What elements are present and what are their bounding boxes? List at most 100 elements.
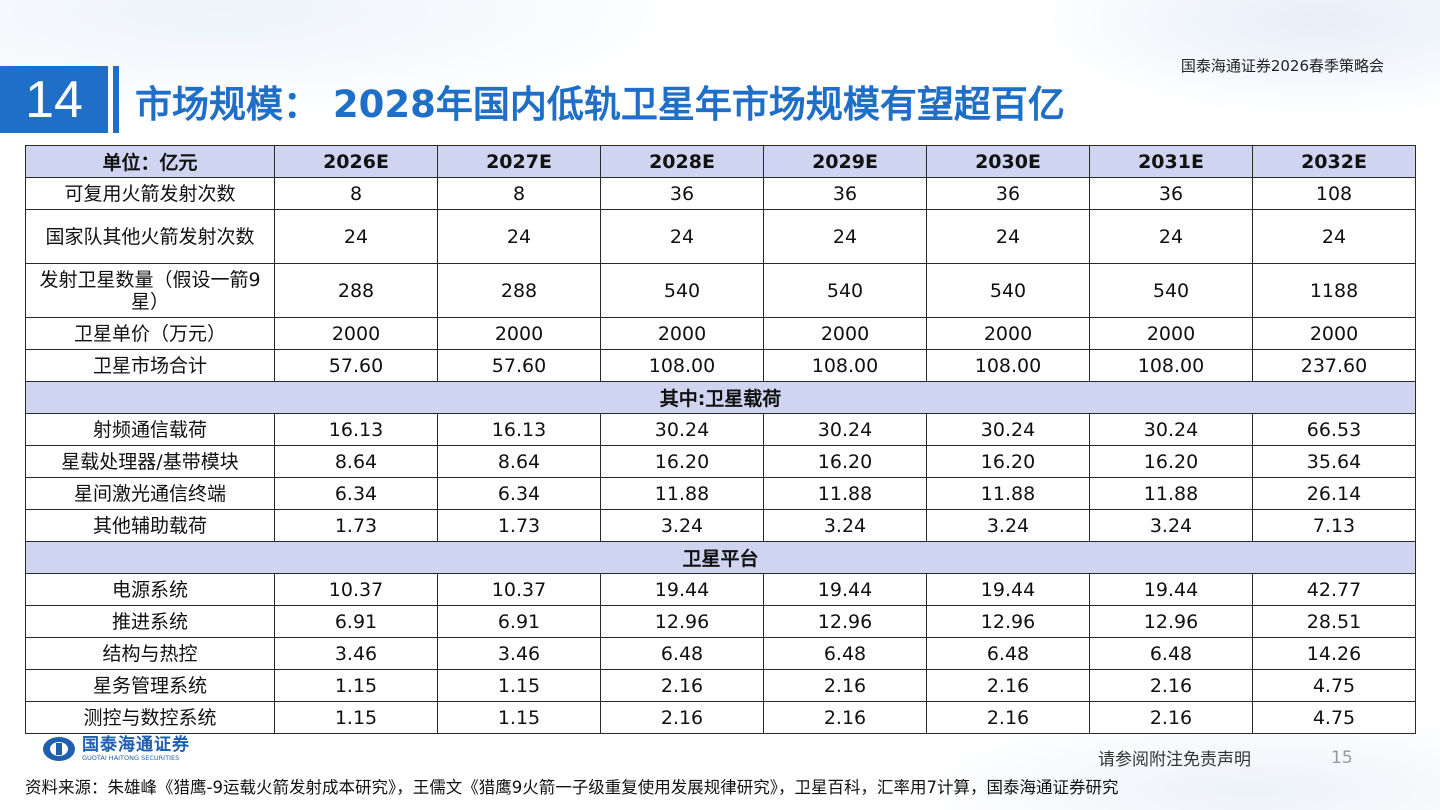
table-cell: 2000 [763, 317, 927, 350]
table-cell: 6.91 [274, 605, 438, 638]
table-cell: 16.20 [926, 445, 1090, 478]
row-label: 发射卫星数量（假设一箭9星） [25, 263, 275, 318]
table-cell: 19.44 [763, 573, 927, 606]
row-label: 射频通信载荷 [25, 413, 275, 446]
table-cell: 11.88 [600, 477, 764, 510]
table-cell: 3.24 [1089, 509, 1253, 542]
column-header: 2031E [1089, 145, 1253, 178]
table-cell: 11.88 [926, 477, 1090, 510]
table-row: 结构与热控 3.46 3.46 6.48 6.48 6.48 6.48 14.26 [25, 637, 1416, 670]
logo-chinese-name: 国泰海通证券 [82, 735, 190, 755]
table-cell: 2000 [1089, 317, 1253, 350]
row-label: 卫星市场合计 [25, 349, 275, 382]
event-name: 国泰海通证券2026春季策略会 [1180, 57, 1384, 75]
table-cell: 19.44 [1089, 573, 1253, 606]
table-cell: 57.60 [274, 349, 438, 382]
table-cell: 8.64 [437, 445, 601, 478]
table-row: 射频通信载荷 16.13 16.13 30.24 30.24 30.24 30.24 66.5… [25, 413, 1416, 446]
table-cell: 36 [926, 177, 1090, 210]
table-row: 推进系统 6.91 6.91 12.96 12.96 12.96 12.96 28.51 [25, 605, 1416, 638]
row-label: 卫星单价（万元） [25, 317, 275, 350]
table-row: 测控与数控系统 1.15 1.15 2.16 2.16 2.16 2.16 4.75 [25, 701, 1416, 734]
column-header: 2026E [274, 145, 438, 178]
table-cell: 30.24 [600, 413, 764, 446]
table-cell: 3.46 [437, 637, 601, 670]
table-cell: 28.51 [1252, 605, 1416, 638]
table-cell: 3.46 [274, 637, 438, 670]
table-cell: 2000 [926, 317, 1090, 350]
table-cell: 16.20 [763, 445, 927, 478]
row-label: 其他辅助载荷 [25, 509, 275, 542]
table-cell: 10.37 [274, 573, 438, 606]
table-row: 国家队其他火箭发射次数 24 24 24 24 24 24 24 [25, 209, 1416, 264]
row-label: 可复用火箭发射次数 [25, 177, 275, 210]
row-label: 推进系统 [25, 605, 275, 638]
table-cell: 26.14 [1252, 477, 1416, 510]
disclaimer-note: 请参阅附注免责声明 [1098, 750, 1251, 770]
row-label: 测控与数控系统 [25, 701, 275, 734]
table-cell: 2.16 [600, 669, 764, 702]
table-cell: 11.88 [763, 477, 927, 510]
table-cell: 2000 [1252, 317, 1416, 350]
table-row: 发射卫星数量（假设一箭9星） 288 288 540 540 540 540 1188 [25, 263, 1416, 318]
section-header-row: 卫星平台 [25, 541, 1416, 574]
table-cell: 24 [437, 209, 601, 264]
table-row: 电源系统 10.37 10.37 19.44 19.44 19.44 19.44 42.77 [25, 573, 1416, 606]
table-cell: 2.16 [926, 669, 1090, 702]
table-cell: 1.15 [274, 701, 438, 734]
table-cell: 16.13 [274, 413, 438, 446]
table-cell: 24 [926, 209, 1090, 264]
table-row: 卫星市场合计 57.60 57.60 108.00 108.00 108.00 108.00… [25, 349, 1416, 382]
table-cell: 30.24 [763, 413, 927, 446]
table-cell: 1.73 [437, 509, 601, 542]
table-cell: 6.48 [600, 637, 764, 670]
table-cell: 8 [274, 177, 438, 210]
slide-title: 市场规模： 2028年国内低轨卫星年市场规模有望超百亿 [135, 83, 1065, 126]
column-header: 2028E [600, 145, 764, 178]
table-cell: 11.88 [1089, 477, 1253, 510]
table-cell: 108.00 [1089, 349, 1253, 382]
table-cell: 3.24 [926, 509, 1090, 542]
page-number: 15 [1331, 748, 1353, 768]
table-cell: 3.24 [600, 509, 764, 542]
table-cell: 57.60 [437, 349, 601, 382]
table-cell: 2000 [437, 317, 601, 350]
table-cell: 1.15 [274, 669, 438, 702]
column-header: 2027E [437, 145, 601, 178]
column-header: 2032E [1252, 145, 1416, 178]
table-cell: 2.16 [763, 701, 927, 734]
table-cell: 12.96 [926, 605, 1090, 638]
slide-section-number: 14 [0, 66, 108, 133]
table-cell: 1.73 [274, 509, 438, 542]
table-cell: 4.75 [1252, 669, 1416, 702]
table-cell: 1.15 [437, 669, 601, 702]
table-cell: 2.16 [1089, 669, 1253, 702]
table-cell: 24 [1252, 209, 1416, 264]
table-cell: 2000 [274, 317, 438, 350]
table-cell: 6.48 [763, 637, 927, 670]
table-cell: 540 [763, 263, 927, 318]
table-row: 星务管理系统 1.15 1.15 2.16 2.16 2.16 2.16 4.75 [25, 669, 1416, 702]
table-cell: 8.64 [274, 445, 438, 478]
table-cell: 7.13 [1252, 509, 1416, 542]
table-cell: 108.00 [763, 349, 927, 382]
table-cell: 237.60 [1252, 349, 1416, 382]
table-cell: 6.34 [274, 477, 438, 510]
column-header: 2030E [926, 145, 1090, 178]
table-cell: 6.91 [437, 605, 601, 638]
table-cell: 540 [1089, 263, 1253, 318]
table-cell: 108.00 [926, 349, 1090, 382]
table-cell: 2000 [600, 317, 764, 350]
table-row: 其他辅助载荷 1.73 1.73 3.24 3.24 3.24 3.24 7.13 [25, 509, 1416, 542]
table-cell: 1188 [1252, 263, 1416, 318]
row-label: 星务管理系统 [25, 669, 275, 702]
logo-english-name: GUOTAI HAITONG SECURITIES [82, 754, 180, 762]
table-cell: 36 [1089, 177, 1253, 210]
table-cell: 108 [1252, 177, 1416, 210]
guotai-haitong-logo-icon [43, 737, 75, 761]
source-note: 资料来源：朱雄峰《猎鹰-9运载火箭发射成本研究》，王儒文《猎鹰9火箭一子级重复使… [25, 778, 1119, 797]
table-cell: 288 [274, 263, 438, 318]
row-label: 电源系统 [25, 573, 275, 606]
table-cell: 2.16 [926, 701, 1090, 734]
section-header-row: 其中:卫星载荷 [25, 381, 1416, 414]
